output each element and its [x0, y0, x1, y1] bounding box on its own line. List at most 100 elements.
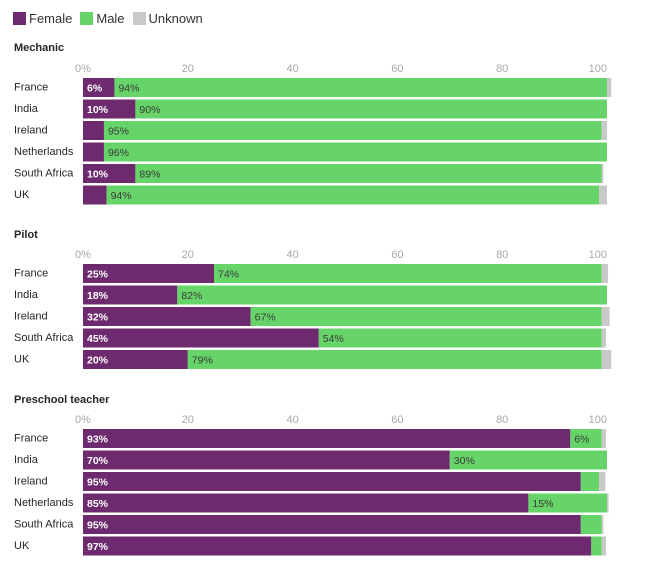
data-label-male: 74%: [218, 269, 239, 281]
x-tick-label: 80: [496, 63, 508, 75]
bar-segment-female: [83, 78, 115, 97]
bar-segment-unknown: [601, 536, 606, 556]
legend-swatch-male: [80, 12, 94, 25]
category-label: Netherlands: [14, 146, 74, 158]
bar-segment-unknown: [601, 121, 607, 140]
bar-segment-female: [83, 472, 581, 491]
bar-segment-female: [83, 493, 529, 513]
legend-item-male[interactable]: Male: [80, 11, 125, 26]
data-label-male: 89%: [139, 169, 160, 181]
bar-segment-male: [135, 164, 602, 183]
category-label: India: [14, 289, 39, 301]
data-label-male: 95%: [108, 126, 129, 138]
x-tick-label: 60: [391, 63, 403, 75]
x-tick-label: 20: [182, 63, 194, 75]
data-label-male: 54%: [323, 333, 344, 345]
bar-segment-unknown: [601, 429, 606, 448]
bar-segment-male: [570, 429, 602, 448]
bar-segment-unknown: [599, 472, 606, 491]
bar-segment-female: [83, 264, 214, 283]
category-label: South Africa: [14, 519, 74, 531]
category-label: France: [14, 82, 48, 94]
bar-segment-female: [83, 429, 571, 448]
category-label: UK: [14, 540, 30, 552]
legend-item-female[interactable]: Female: [13, 11, 72, 26]
legend-label-male: Male: [96, 11, 125, 26]
x-tick-label: 100: [589, 249, 607, 261]
bar-segment-male: [103, 142, 608, 162]
bar-segment-unknown: [601, 307, 610, 326]
bar-segment-male: [135, 99, 607, 119]
bar-segment-male: [250, 307, 602, 326]
x-tick-label: 40: [286, 63, 298, 75]
category-label: UK: [14, 354, 30, 366]
data-label-female: 10%: [87, 169, 109, 181]
data-label-male: 30%: [454, 455, 475, 467]
bar-segment-male: [106, 185, 600, 205]
panel-title: Preschool teacher: [14, 394, 110, 406]
x-tick-label: 60: [391, 414, 403, 426]
data-label-female: 95%: [87, 477, 109, 489]
x-tick-label: 80: [496, 414, 508, 426]
data-label-male: 94%: [118, 83, 139, 95]
legend-label-unknown: Unknown: [148, 11, 203, 26]
data-label-male: 90%: [139, 104, 160, 116]
x-tick-label: 40: [286, 414, 298, 426]
bar-segment-female: [83, 515, 581, 534]
x-tick-label: 40: [286, 249, 298, 261]
data-label-male: 96%: [108, 147, 129, 159]
x-tick-label: 0%: [75, 414, 91, 426]
data-label-female: 45%: [87, 333, 109, 345]
category-label: India: [14, 103, 39, 115]
panel-title: Mechanic: [14, 42, 64, 54]
bar-segment-unknown: [601, 350, 612, 369]
bar-segment-male: [177, 285, 607, 305]
x-tick-label: 60: [391, 249, 403, 261]
bar-segment-male: [187, 350, 602, 369]
x-tick-label: 20: [182, 249, 194, 261]
category-label: Ireland: [14, 476, 48, 488]
bar-segment-male: [449, 450, 607, 470]
data-label-female: 6%: [87, 83, 103, 95]
bar-segment-male: [580, 472, 600, 491]
legend-swatch-female: [13, 12, 26, 25]
x-tick-label: 0%: [75, 63, 91, 75]
data-label-female: 95%: [87, 520, 109, 532]
data-label-female: 85%: [87, 498, 109, 510]
data-label-female: 10%: [87, 104, 109, 116]
data-label-female: 93%: [87, 434, 109, 446]
bar-segment-unknown: [601, 164, 604, 183]
bar-segment-unknown: [601, 264, 609, 283]
data-label-female: 32%: [87, 312, 109, 324]
data-label-male: 67%: [255, 312, 276, 324]
bar-segment-male: [591, 536, 602, 556]
bar-segment-male: [214, 264, 602, 283]
bar-segment-unknown: [601, 515, 604, 534]
bar-segment-male: [318, 328, 602, 348]
category-label: Ireland: [14, 311, 48, 323]
bar-segment-male: [103, 121, 602, 140]
bar-segment-male: [580, 515, 602, 534]
legend-item-unknown[interactable]: Unknown: [132, 11, 203, 26]
category-label: India: [14, 454, 39, 466]
bar-segment-female: [83, 99, 136, 119]
category-label: France: [14, 433, 48, 445]
x-tick-label: 80: [496, 249, 508, 261]
legend-label-female: Female: [29, 11, 73, 26]
data-label-female: 97%: [87, 541, 109, 553]
bar-segment-unknown: [601, 328, 606, 348]
data-label-female: 18%: [87, 290, 109, 302]
bar-segment-female: [83, 164, 136, 183]
bar-segment-female: [83, 450, 450, 470]
data-label-male: 94%: [111, 190, 132, 202]
category-label: France: [14, 268, 48, 280]
data-label-male: 15%: [532, 498, 553, 510]
data-label-female: 25%: [87, 269, 109, 281]
x-tick-label: 100: [589, 63, 607, 75]
data-label-male: 6%: [574, 434, 589, 446]
category-label: South Africa: [14, 332, 74, 344]
panel-title: Pilot: [14, 229, 38, 241]
x-tick-label: 0%: [75, 249, 91, 261]
data-label-male: 79%: [192, 355, 213, 367]
